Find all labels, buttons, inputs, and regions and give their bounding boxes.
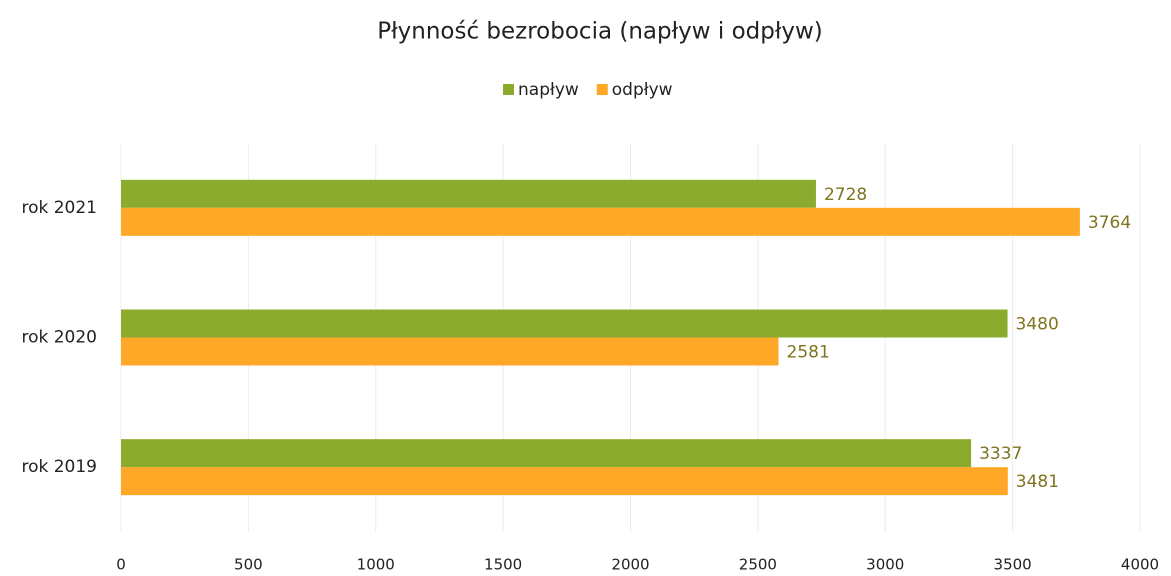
- bar: [121, 309, 1008, 338]
- x-tick-label: 3500: [994, 556, 1032, 574]
- legend-label: napływ: [518, 80, 579, 100]
- x-tick-label: 1500: [484, 556, 522, 574]
- value-label: 3337: [979, 444, 1022, 464]
- y-tick-label: rok 2019: [21, 457, 97, 477]
- x-tick-label: 2500: [739, 556, 777, 574]
- legend-swatch: [596, 84, 608, 95]
- x-tick-label: 500: [234, 556, 263, 574]
- x-tick-label: 4000: [1121, 556, 1159, 574]
- chart-title: Płynność bezrobocia (napływ i odpływ): [377, 19, 823, 45]
- bar: [121, 467, 1008, 496]
- legend-label: odpływ: [612, 80, 673, 100]
- bar: [121, 179, 816, 208]
- x-tick-label: 1000: [357, 556, 395, 574]
- value-label: 3480: [1016, 315, 1059, 335]
- y-tick-label: rok 2021: [21, 198, 97, 218]
- value-label: 2581: [787, 343, 830, 363]
- value-label: 3764: [1088, 213, 1131, 233]
- x-tick-label: 0: [116, 556, 126, 574]
- bar: [121, 207, 1080, 236]
- y-tick-label: rok 2020: [21, 328, 97, 348]
- legend-swatch: [503, 84, 514, 95]
- x-tick-label: 2000: [611, 556, 649, 574]
- bar: [121, 439, 972, 468]
- x-tick-label: 3000: [866, 556, 904, 574]
- bar: [121, 337, 779, 366]
- value-label: 3481: [1016, 472, 1059, 492]
- value-label: 2728: [824, 185, 867, 205]
